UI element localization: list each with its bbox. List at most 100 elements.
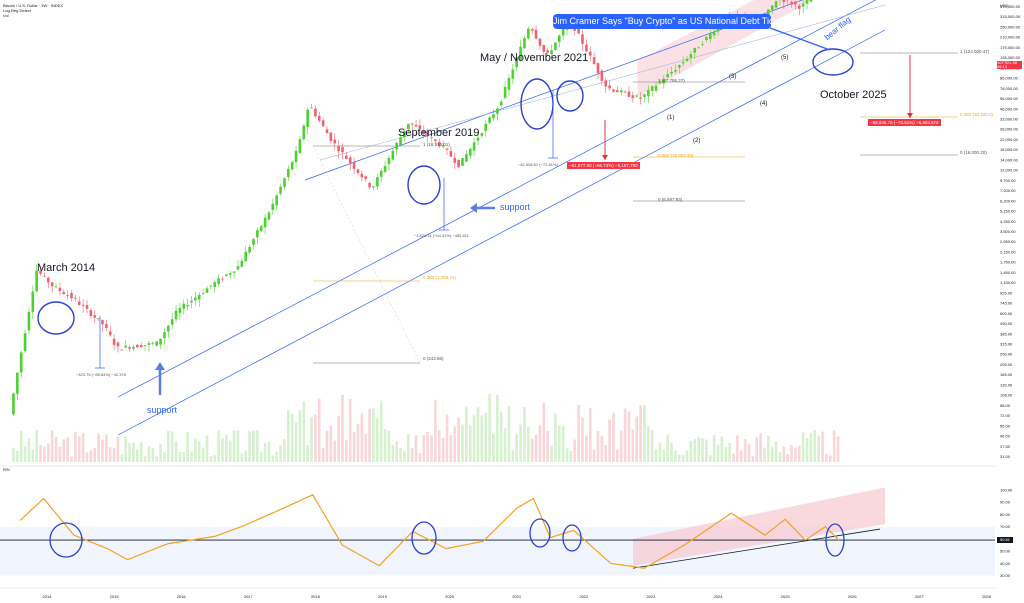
- volume-bar: [705, 439, 708, 462]
- price-tick-label: 46.00: [1000, 434, 1011, 439]
- volume-bar: [259, 452, 263, 462]
- candle-body: [337, 145, 340, 152]
- candle-body: [182, 303, 186, 309]
- volume-bar: [105, 434, 108, 462]
- candle-body: [12, 393, 15, 415]
- rsi-highlight-circle: [529, 518, 551, 548]
- volume-bar: [225, 434, 228, 462]
- candle-body: [457, 159, 460, 168]
- volume-bar: [414, 435, 418, 462]
- volume-bar: [298, 410, 302, 462]
- candle-body: [542, 45, 546, 52]
- volume-bar: [275, 451, 278, 462]
- candle-body: [600, 70, 604, 81]
- x-tick-label: 2027: [915, 594, 925, 599]
- price-tick-label: 28,000.00: [1000, 127, 1019, 132]
- volume-bar: [89, 450, 93, 462]
- candle-body: [654, 85, 658, 91]
- candle-body: [619, 90, 623, 93]
- candle-body: [112, 338, 116, 345]
- x-tick-label: 2028: [982, 594, 992, 599]
- candle-body: [592, 57, 596, 65]
- candle-body: [166, 325, 170, 332]
- candle-body: [163, 332, 166, 339]
- volume-bar: [782, 446, 786, 462]
- rsi-tick-label: 70.00: [1000, 524, 1011, 529]
- x-tick-label: 2016: [177, 594, 187, 599]
- news-banner: Jim Cramer Says "Buy Crypto" as US Natio…: [553, 14, 797, 29]
- candle-body: [689, 54, 693, 58]
- candle-body: [492, 114, 495, 119]
- fib-diag: [312, 145, 421, 364]
- volume-bar: [31, 449, 35, 462]
- candle-body: [577, 26, 580, 34]
- measure-2019: −4,828.11 (−64.31%) −482,811: [414, 233, 469, 238]
- candle-body: [310, 107, 313, 109]
- volume-bar: [430, 435, 433, 462]
- volume-bar: [511, 450, 515, 462]
- candle-body: [139, 345, 143, 348]
- volume-bar: [372, 408, 375, 462]
- rsi-tick-label: 40.00: [1000, 561, 1011, 566]
- candle-body: [124, 345, 128, 348]
- volume-bar: [813, 429, 817, 462]
- price-tick-label: 745.00: [1000, 301, 1013, 306]
- channel-mid: [117, 0, 877, 398]
- rsi-tick-label: 30.00: [1000, 573, 1011, 578]
- candle-body: [453, 157, 457, 163]
- candle-body: [650, 86, 654, 91]
- volume-bar: [825, 453, 828, 462]
- candle-body: [708, 33, 712, 40]
- volume-bar: [569, 451, 573, 462]
- candle-body: [608, 85, 611, 89]
- volume-bar: [736, 435, 739, 462]
- candle-body: [93, 315, 97, 318]
- candle-body: [174, 310, 178, 320]
- volume-bar: [801, 432, 805, 462]
- volume-bar: [662, 449, 666, 462]
- candle-body: [403, 130, 406, 138]
- last-price-tag: 107,921.98 49:13: [997, 61, 1022, 69]
- candle-body: [263, 217, 267, 228]
- x-tick-label: 2026: [848, 594, 858, 599]
- candle-body: [387, 158, 391, 165]
- candle-body: [54, 286, 58, 288]
- volume-bar: [174, 441, 178, 462]
- volume-bar: [147, 446, 151, 462]
- candle-body: [596, 63, 600, 73]
- volume-bar: [306, 444, 309, 462]
- price-tick-label: 12,000.00: [1000, 168, 1019, 173]
- candle-body: [314, 108, 317, 117]
- volume-bar: [650, 430, 654, 462]
- fib-2017-0: 0 (243.86): [423, 356, 444, 361]
- volume-bar: [457, 417, 460, 462]
- volume-bar: [743, 439, 747, 462]
- candle-body: [712, 32, 716, 36]
- candle-body: [132, 346, 135, 349]
- volume-bar: [577, 404, 580, 462]
- volume-bar: [190, 452, 193, 462]
- volume-bar: [550, 445, 553, 462]
- volume-bar: [538, 425, 542, 462]
- candle-body: [511, 69, 515, 79]
- candle-body: [503, 86, 507, 98]
- volume-bar: [565, 448, 569, 462]
- volume-bar: [658, 442, 662, 462]
- candle-body: [523, 38, 526, 49]
- volume-bar: [484, 412, 488, 462]
- candle-body: [794, 1, 797, 5]
- candle-body: [136, 344, 139, 348]
- candle-body: [790, 1, 793, 5]
- candle-body: [43, 275, 46, 277]
- volume-bar: [612, 412, 615, 462]
- volume-bar: [728, 443, 731, 462]
- candle-body: [50, 282, 54, 287]
- rsi-highlight-circle: [562, 524, 582, 552]
- volume-bar: [151, 448, 155, 462]
- rsi-tick-label: 100.00: [1000, 487, 1013, 492]
- price-tick-label: 490.00: [1000, 321, 1013, 326]
- candle-body: [151, 343, 155, 344]
- candle-body: [186, 305, 189, 307]
- candle-body: [275, 195, 278, 206]
